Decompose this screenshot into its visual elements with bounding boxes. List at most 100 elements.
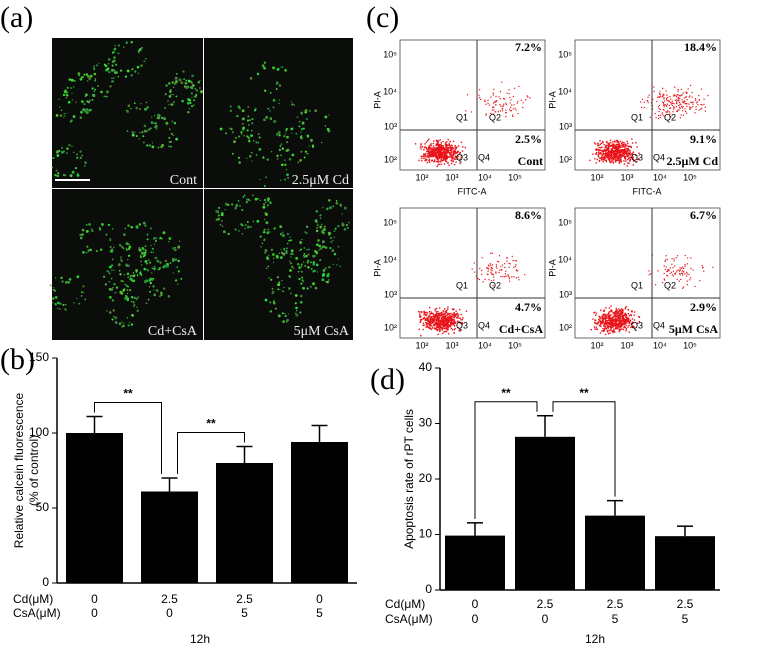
event-dot	[502, 106, 504, 108]
fluorescence-speck	[72, 115, 76, 118]
event-dot	[443, 311, 445, 313]
event-dot	[605, 149, 607, 151]
event-dot	[434, 322, 436, 324]
event-dot	[677, 90, 679, 92]
event-dot	[612, 323, 614, 326]
event-dot	[602, 153, 605, 155]
significance-bracket	[474, 401, 538, 519]
fluorescence-speck	[131, 279, 134, 282]
fluorescence-speck	[142, 221, 146, 225]
event-dot	[627, 142, 629, 145]
event-dot	[453, 149, 456, 151]
fluorescence-speck	[93, 72, 97, 76]
event-dot	[432, 155, 434, 158]
event-dot	[627, 155, 629, 157]
event-dot	[688, 103, 690, 105]
event-dot	[604, 321, 606, 324]
fluorescence-speck	[319, 214, 322, 217]
event-dot	[508, 278, 510, 280]
fluorescence-speck	[249, 199, 251, 202]
event-dot	[433, 325, 436, 327]
event-dot	[688, 273, 690, 275]
fluorescence-speck	[151, 247, 154, 250]
fluorescence-speck	[113, 59, 116, 63]
fluorescence-speck	[295, 306, 298, 310]
event-dot	[632, 158, 634, 160]
event-dot	[437, 326, 439, 328]
fluorescence-speck	[60, 150, 64, 154]
event-dot	[602, 329, 605, 332]
event-dot	[442, 145, 444, 147]
event-dot	[614, 161, 617, 163]
event-dot	[437, 158, 439, 161]
event-dot	[437, 156, 439, 158]
event-dot	[700, 88, 703, 90]
event-dot	[440, 156, 442, 158]
fluorescence-speck	[295, 256, 299, 260]
event-dot	[594, 158, 596, 160]
event-dot	[668, 100, 670, 102]
event-dot	[444, 319, 446, 321]
fluorescence-speck	[162, 266, 165, 269]
event-dot	[421, 160, 423, 162]
event-dot	[601, 315, 603, 318]
event-dot	[444, 142, 447, 144]
fluorescence-speck	[127, 254, 131, 257]
event-dot	[664, 100, 666, 102]
event-dot	[610, 325, 613, 328]
event-dot	[662, 95, 664, 97]
fluorescence-speck	[294, 312, 297, 315]
fluorescence-speck	[301, 279, 304, 282]
event-dot	[615, 145, 617, 147]
fluorescence-speck	[295, 309, 298, 312]
y-tick-label: 40	[419, 360, 433, 374]
fluorescence-speck	[284, 314, 287, 318]
event-dot	[607, 148, 609, 150]
event-dot	[457, 155, 459, 157]
event-dot	[632, 151, 635, 153]
event-dot	[419, 321, 422, 324]
fluorescence-speck	[231, 131, 235, 134]
event-dot	[680, 272, 682, 274]
fluorescence-speck	[72, 79, 75, 82]
event-dot	[618, 329, 621, 331]
event-dot	[487, 270, 489, 272]
event-dot	[424, 318, 426, 321]
event-dot	[427, 147, 430, 149]
fluorescence-speck	[98, 228, 102, 231]
y-tick-label: 10³	[384, 121, 397, 131]
event-dot	[606, 319, 608, 322]
event-dot	[452, 152, 455, 154]
event-dot	[672, 111, 674, 113]
event-dot	[618, 161, 620, 163]
event-dot	[441, 317, 443, 319]
event-dot	[437, 154, 440, 156]
event-dot	[450, 162, 453, 165]
event-dot	[610, 157, 612, 160]
fluorescence-speck	[272, 98, 276, 102]
fluorescence-speck	[113, 269, 115, 271]
event-dot	[602, 318, 605, 321]
fluorescence-speck	[155, 127, 158, 130]
event-dot	[425, 141, 428, 143]
fluorescence-speck	[234, 228, 237, 231]
event-dot	[622, 316, 624, 319]
event-dot	[433, 153, 436, 155]
event-dot	[659, 94, 661, 96]
event-dot	[424, 143, 426, 145]
event-dot	[450, 146, 453, 149]
fluorescence-speck	[300, 263, 303, 266]
event-dot	[437, 139, 439, 142]
event-dot	[454, 150, 457, 152]
fluorescence-speck	[171, 81, 174, 84]
x-row-label: 5	[316, 606, 323, 620]
event-dot	[615, 144, 617, 146]
event-dot	[704, 106, 706, 108]
event-dot	[442, 327, 444, 329]
fluorescence-speck	[281, 147, 284, 150]
event-dot	[595, 312, 598, 315]
event-dot	[512, 115, 514, 118]
fluorescence-speck	[174, 247, 177, 249]
event-dot	[426, 148, 428, 150]
fluorescence-speck	[284, 163, 287, 166]
